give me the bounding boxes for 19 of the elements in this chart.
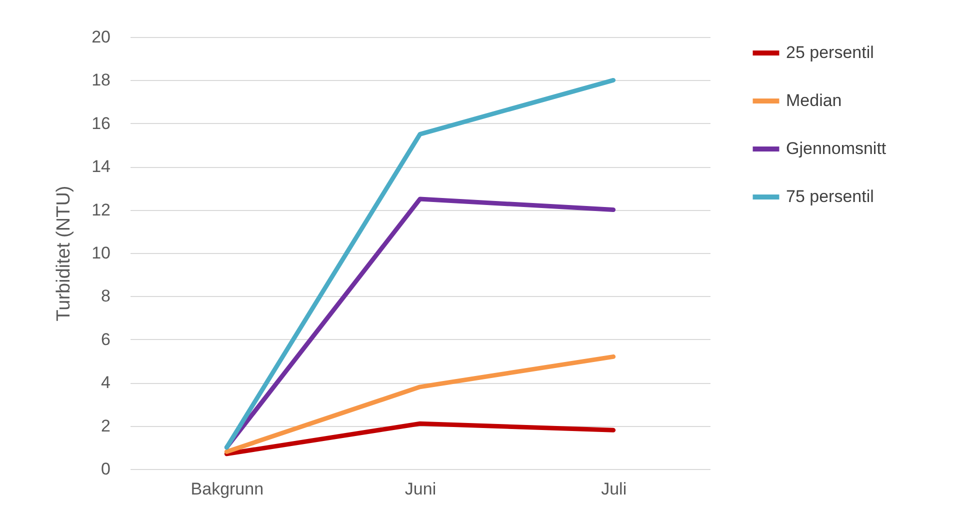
legend-label: Gjennomsnitt: [786, 139, 886, 158]
y-tick-label: 12: [92, 200, 110, 220]
x-tick-label: Juni: [404, 480, 436, 498]
y-tick-label: 16: [92, 114, 110, 133]
y-axis-title: Turbiditet (NTU): [54, 186, 75, 322]
y-tick-label: 20: [92, 28, 110, 46]
y-tick-label: 10: [92, 244, 110, 262]
x-tick-label: Juli: [601, 480, 627, 498]
y-tick-label: 8: [101, 286, 110, 306]
legend-label: 25 persentil: [786, 43, 874, 62]
y-tick-label: 2: [101, 416, 110, 436]
legend-label: 75 persentil: [786, 187, 874, 206]
y-tick-label: 0: [101, 460, 110, 478]
y-tick-label: 18: [92, 70, 110, 90]
y-tick-label: 4: [101, 373, 110, 392]
y-tick-label: 6: [101, 330, 110, 349]
x-tick-label: Bakgrunn: [190, 480, 264, 498]
legend-label: Median: [786, 91, 842, 110]
y-tick-label: 14: [92, 157, 110, 176]
